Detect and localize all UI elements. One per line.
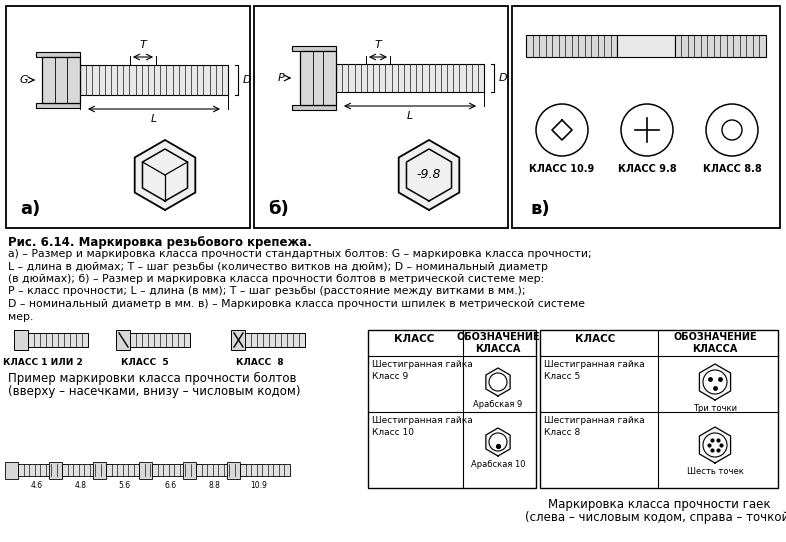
Polygon shape <box>700 427 731 463</box>
Circle shape <box>722 120 742 140</box>
Text: а) – Размер и маркировка класса прочности стандартных болтов: G – маркировка кла: а) – Размер и маркировка класса прочност… <box>8 249 592 259</box>
Bar <box>254 6 508 228</box>
Bar <box>116 330 130 350</box>
Circle shape <box>489 373 507 391</box>
Bar <box>617 35 675 57</box>
Circle shape <box>621 104 673 156</box>
Bar <box>6 6 250 228</box>
Bar <box>292 105 336 110</box>
Bar <box>196 464 246 476</box>
Text: T: T <box>140 40 146 50</box>
Polygon shape <box>700 364 731 400</box>
Text: 8.8: 8.8 <box>208 481 220 491</box>
Bar <box>300 51 336 105</box>
Bar <box>42 57 80 103</box>
Bar <box>130 333 190 347</box>
Text: D: D <box>243 75 252 85</box>
Text: Рис. 6.14. Маркировка резьбового крепежа.: Рис. 6.14. Маркировка резьбового крепежа… <box>8 236 312 249</box>
Text: L – длина в дюймах; Т – шаг резьбы (количество витков на дюйм); D – номинальный : L – длина в дюймах; Т – шаг резьбы (коли… <box>8 261 548 272</box>
Text: в): в) <box>530 200 549 218</box>
Text: Шестигранная гайка: Шестигранная гайка <box>372 416 472 425</box>
Bar <box>231 330 245 350</box>
Text: 6.6: 6.6 <box>164 481 177 491</box>
Bar <box>183 461 196 479</box>
Bar <box>292 46 336 51</box>
Text: Шестигранная гайка: Шестигранная гайка <box>544 360 645 369</box>
Text: 5.6: 5.6 <box>119 481 130 491</box>
Text: -9.8: -9.8 <box>417 169 441 182</box>
Bar <box>245 333 305 347</box>
Text: КЛАСС 8.8: КЛАСС 8.8 <box>703 164 762 174</box>
Bar <box>512 6 780 228</box>
Text: Шестигранная гайка: Шестигранная гайка <box>544 416 645 425</box>
Bar <box>18 464 68 476</box>
Text: Шестигранная гайка: Шестигранная гайка <box>372 360 472 369</box>
Text: Класс 9: Класс 9 <box>372 372 408 381</box>
Text: ОБОЗНАЧЕНИЕ
КЛАССА: ОБОЗНАЧЕНИЕ КЛАССА <box>456 332 540 353</box>
Polygon shape <box>399 140 459 210</box>
Text: Маркировка класса прочности гаек: Маркировка класса прочности гаек <box>548 498 770 511</box>
Text: 4.6: 4.6 <box>31 481 42 491</box>
Bar <box>227 461 240 479</box>
Bar <box>36 52 80 57</box>
Bar <box>106 464 156 476</box>
Bar <box>14 330 28 350</box>
Bar <box>93 461 106 479</box>
Circle shape <box>536 104 588 156</box>
Text: КЛАСС 9.8: КЛАСС 9.8 <box>618 164 676 174</box>
Circle shape <box>706 104 758 156</box>
Text: КЛАСС 1 ИЛИ 2: КЛАСС 1 ИЛИ 2 <box>3 358 83 367</box>
Text: Арабская 10: Арабская 10 <box>471 460 525 469</box>
Text: 4.8: 4.8 <box>75 481 86 491</box>
Text: L: L <box>407 111 413 121</box>
Text: P: P <box>277 73 284 83</box>
Bar <box>80 65 228 95</box>
Text: (в дюймах); б) – Размер и маркировка класса прочности болтов в метрической систе: (в дюймах); б) – Размер и маркировка кла… <box>8 274 544 284</box>
Text: КЛАСС: КЛАСС <box>394 334 434 344</box>
Text: Пример маркировки класса прочности болтов: Пример маркировки класса прочности болто… <box>8 372 296 385</box>
Text: КЛАСС  5: КЛАСС 5 <box>121 358 169 367</box>
Text: Арабская 9: Арабская 9 <box>473 400 523 409</box>
Text: КЛАСС  8: КЛАСС 8 <box>236 358 284 367</box>
Text: Р – класс прочности; L – длина (в мм); Т – шаг резьбы (расстояние между витками : Р – класс прочности; L – длина (в мм); Т… <box>8 287 526 296</box>
Polygon shape <box>486 368 510 396</box>
Polygon shape <box>486 428 510 456</box>
Text: КЛАСС: КЛАСС <box>575 334 615 344</box>
Bar <box>540 330 778 488</box>
Bar <box>49 461 62 479</box>
Text: (слева – числовым кодом, справа – точкой): (слева – числовым кодом, справа – точкой… <box>524 511 786 524</box>
Text: Класс 10: Класс 10 <box>372 428 414 437</box>
Circle shape <box>489 433 507 451</box>
Bar <box>5 461 18 479</box>
Bar <box>62 464 112 476</box>
Text: КЛАСС 10.9: КЛАСС 10.9 <box>530 164 595 174</box>
Bar <box>675 35 766 57</box>
Text: D – номинальный диаметр в мм. в) – Маркировка класса прочности шпилек в метричес: D – номинальный диаметр в мм. в) – Марки… <box>8 299 585 309</box>
Text: Класс 5: Класс 5 <box>544 372 580 381</box>
Text: 10.9: 10.9 <box>250 481 267 491</box>
Bar <box>240 464 290 476</box>
Bar <box>336 64 484 92</box>
Bar <box>368 330 536 488</box>
Bar <box>36 103 80 108</box>
Text: ОБОЗНАЧЕНИЕ
КЛАССА: ОБОЗНАЧЕНИЕ КЛАССА <box>673 332 757 353</box>
Text: Класс 8: Класс 8 <box>544 428 580 437</box>
Text: а): а) <box>20 200 40 218</box>
Polygon shape <box>134 140 195 210</box>
Text: D: D <box>499 73 508 83</box>
Circle shape <box>703 433 727 457</box>
Text: мер.: мер. <box>8 312 33 321</box>
Circle shape <box>703 370 727 394</box>
Bar <box>139 461 152 479</box>
Text: L: L <box>151 114 157 124</box>
Text: Шесть точек: Шесть точек <box>686 467 744 476</box>
Text: Три точки: Три точки <box>693 404 737 413</box>
Text: б): б) <box>268 200 288 218</box>
Bar <box>28 333 88 347</box>
Bar <box>152 464 202 476</box>
Bar <box>526 35 617 57</box>
Text: T: T <box>375 40 381 50</box>
Text: (вверху – насечками, внизу – числовым кодом): (вверху – насечками, внизу – числовым ко… <box>8 385 300 398</box>
Text: G: G <box>20 75 28 85</box>
